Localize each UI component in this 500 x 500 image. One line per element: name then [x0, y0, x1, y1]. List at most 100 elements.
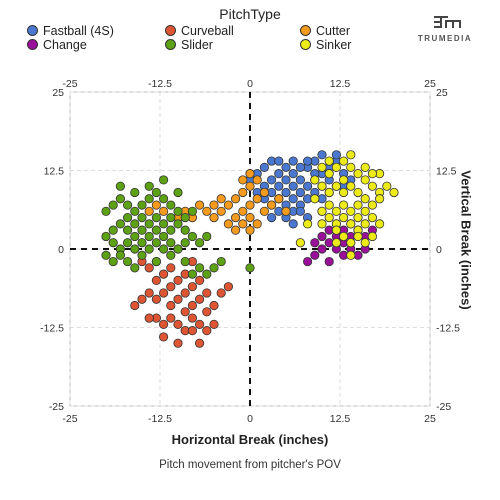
- point-slider: [101, 231, 111, 242]
- point-sinker: [360, 194, 370, 204]
- point-cutter: [231, 213, 241, 223]
- point-change: [302, 256, 313, 267]
- y-tick-label-left: -12.5: [40, 323, 64, 335]
- point-sinker: [317, 162, 327, 172]
- point-slider: [159, 194, 169, 204]
- point-sinker: [346, 162, 356, 172]
- point-sinker: [317, 181, 327, 191]
- point-sinker: [353, 187, 363, 198]
- point-fastball-4s: [295, 187, 305, 198]
- point-curveball: [195, 338, 205, 348]
- point-cutter: [259, 187, 269, 198]
- point-curveball: [187, 282, 197, 292]
- point-change: [317, 244, 327, 254]
- point-curveball: [187, 313, 197, 323]
- point-fastball-4s: [274, 181, 284, 191]
- point-slider: [151, 187, 161, 198]
- point-slider: [159, 175, 169, 185]
- point-cutter: [245, 213, 255, 223]
- point-fastball-4s: [288, 169, 298, 179]
- point-cutter: [151, 200, 161, 210]
- point-cutter: [281, 206, 291, 216]
- chart-subtitle: Pitch movement from pitcher's POV: [159, 459, 341, 471]
- legend-label: Fastball (4S): [43, 24, 114, 38]
- point-sinker: [367, 169, 377, 179]
- point-cutter: [231, 194, 241, 204]
- point-slider: [137, 250, 147, 260]
- point-fastball-4s: [288, 181, 298, 191]
- legend-item-change[interactable]: Change: [27, 38, 87, 52]
- point-slider: [137, 225, 147, 235]
- legend-dot-icon: [27, 25, 38, 36]
- point-cutter: [238, 187, 248, 198]
- point-fastball-4s: [288, 194, 298, 204]
- point-fastball-4s: [281, 175, 291, 185]
- point-slider: [123, 225, 133, 235]
- point-cutter: [195, 200, 205, 210]
- point-sinker: [331, 206, 341, 216]
- point-slider: [123, 200, 133, 210]
- point-curveball: [144, 288, 154, 298]
- point-cutter: [159, 206, 169, 216]
- legend-item-fastball[interactable]: Fastball (4S): [27, 24, 114, 38]
- point-cutter: [252, 219, 262, 229]
- point-curveball: [159, 269, 169, 279]
- point-slider: [144, 244, 154, 254]
- x-tick-label-bottom: -12.5: [148, 413, 172, 425]
- point-fastball-4s: [295, 162, 305, 172]
- point-sinker: [360, 175, 370, 185]
- point-slider: [123, 213, 133, 223]
- point-curveball: [151, 275, 161, 285]
- point-sinker: [374, 219, 385, 229]
- legend-item-sinker[interactable]: Sinker: [300, 38, 351, 52]
- point-slider: [173, 219, 183, 229]
- point-sinker: [382, 181, 392, 191]
- point-curveball: [223, 282, 233, 292]
- point-curveball: [137, 294, 147, 304]
- point-cutter: [202, 206, 212, 216]
- point-slider: [187, 231, 197, 242]
- point-cutter: [223, 219, 233, 229]
- point-sinker: [360, 206, 370, 216]
- point-sinker: [310, 175, 320, 185]
- point-sinker: [360, 219, 370, 229]
- x-tick-label-bottom: -25: [62, 413, 77, 425]
- legend-item-cutter[interactable]: Cutter: [300, 24, 350, 38]
- point-slider: [216, 256, 226, 267]
- x-tick-label-top: 12.5: [330, 78, 351, 90]
- point-slider: [187, 206, 197, 216]
- point-curveball: [130, 300, 140, 311]
- point-slider: [115, 219, 126, 229]
- point-sinker: [324, 187, 334, 198]
- point-fastball-4s: [331, 150, 341, 160]
- point-curveball: [209, 300, 219, 311]
- point-cutter: [245, 225, 255, 235]
- point-curveball: [166, 300, 176, 311]
- y-tick-label-right: 0: [436, 244, 442, 256]
- point-sinker: [324, 213, 334, 223]
- point-curveball: [202, 326, 212, 336]
- point-change: [317, 231, 327, 242]
- point-sinker: [367, 200, 377, 210]
- legend-title: PitchType: [219, 6, 281, 22]
- point-sinker: [331, 162, 341, 172]
- y-axis-label: Vertical Break (inches): [458, 170, 474, 310]
- legend-item-curveball[interactable]: Curveball: [165, 24, 234, 38]
- point-cutter: [252, 175, 262, 185]
- point-slider: [123, 256, 133, 267]
- point-cutter: [238, 219, 248, 229]
- point-sinker: [389, 187, 399, 198]
- point-slider: [180, 238, 190, 248]
- point-sinker: [346, 181, 356, 191]
- point-curveball: [195, 319, 205, 329]
- point-sinker: [346, 150, 356, 160]
- point-curveball: [173, 294, 183, 304]
- point-sinker: [295, 238, 305, 248]
- point-curveball: [202, 307, 212, 317]
- point-curveball: [144, 263, 154, 273]
- point-slider: [115, 181, 126, 191]
- point-fastball-4s: [281, 187, 291, 198]
- legend-item-slider[interactable]: Slider: [165, 38, 213, 52]
- point-cutter: [238, 206, 248, 216]
